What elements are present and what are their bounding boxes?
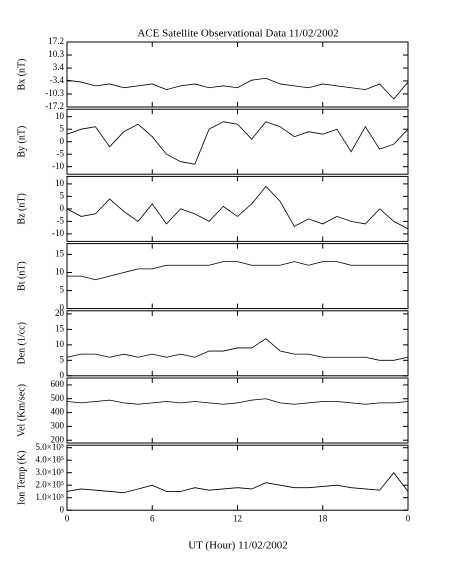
y-tick-label: 15 bbox=[55, 248, 65, 258]
y-tick-label: 10 bbox=[55, 178, 65, 188]
y-tick-label: 0 bbox=[60, 136, 65, 146]
y-tick-label: -10 bbox=[52, 228, 64, 238]
y-tick-label: 3.0×10⁵ bbox=[36, 467, 64, 477]
y-tick-label: 15 bbox=[55, 323, 65, 333]
data-line bbox=[67, 261, 408, 281]
y-tick-label: 10.3 bbox=[48, 49, 64, 59]
y-axis-label: Vel (Km/sec) bbox=[16, 384, 27, 437]
y-tick-label: -10 bbox=[52, 161, 64, 171]
y-tick-label: -17.2 bbox=[45, 101, 64, 111]
x-tick-label: 0 bbox=[406, 513, 411, 523]
x-axis-label: UT (Hour) 11/02/2002 bbox=[188, 540, 288, 552]
y-tick-label: -3.4 bbox=[50, 75, 65, 85]
panel-frame bbox=[66, 243, 409, 310]
y-tick-label: 300 bbox=[51, 420, 65, 430]
y-tick-label: 5 bbox=[60, 123, 65, 133]
data-line bbox=[66, 472, 409, 494]
y-tick-label: 0 bbox=[60, 203, 65, 213]
y-tick-label: 500 bbox=[51, 393, 65, 403]
y-tick-label: 10 bbox=[55, 267, 65, 277]
x-tick-label: 18 bbox=[318, 513, 328, 523]
data-line bbox=[66, 77, 409, 100]
y-tick-label: 400 bbox=[51, 407, 65, 417]
y-tick-label: 600 bbox=[51, 379, 65, 389]
y-axis-label: By (nT) bbox=[16, 126, 27, 158]
y-tick-label: 200 bbox=[51, 434, 65, 444]
panel-frame bbox=[66, 377, 409, 444]
chart-title: ACE Satellite Observational Data 11/02/2… bbox=[137, 28, 338, 40]
y-tick-label: 5 bbox=[60, 190, 65, 200]
panel-frame bbox=[66, 444, 409, 511]
y-tick-label: 0 bbox=[60, 303, 65, 313]
y-axis-label: Bt (nT) bbox=[16, 261, 27, 291]
panel-frame bbox=[66, 175, 409, 242]
y-tick-label: 5 bbox=[60, 354, 65, 364]
y-axis-label: Bx (nT) bbox=[16, 59, 27, 91]
y-tick-label: 1.0×10⁵ bbox=[36, 492, 64, 502]
data-line bbox=[66, 121, 409, 165]
y-tick-label: 2.0×10⁵ bbox=[36, 479, 64, 489]
y-axis-label: Ion Temp (K) bbox=[16, 450, 27, 505]
y-tick-label: 5.0×10⁵ bbox=[36, 442, 64, 452]
y-tick-label: -5 bbox=[57, 148, 65, 158]
x-tick-label: 0 bbox=[65, 513, 70, 523]
y-axis-label: Bz (nT) bbox=[16, 193, 27, 224]
y-tick-label: 4.0×10⁵ bbox=[36, 454, 64, 464]
y-axis-label: Den (1/cc) bbox=[16, 322, 27, 364]
data-line bbox=[66, 338, 409, 361]
data-line bbox=[66, 185, 409, 230]
y-tick-label: 3.4 bbox=[53, 62, 65, 72]
x-tick-label: 12 bbox=[233, 513, 242, 523]
y-tick-label: 17.2 bbox=[48, 36, 64, 46]
y-tick-label: 10 bbox=[55, 339, 65, 349]
x-tick-label: 6 bbox=[150, 513, 155, 523]
y-tick-label: 0 bbox=[60, 504, 65, 514]
panel-frame bbox=[66, 310, 409, 377]
y-tick-label: 5 bbox=[60, 285, 65, 295]
y-tick-label: 20 bbox=[55, 308, 65, 318]
panel-frame bbox=[66, 41, 409, 108]
y-tick-label: 0 bbox=[60, 370, 65, 380]
y-tick-label: -5 bbox=[57, 215, 65, 225]
data-line bbox=[66, 398, 409, 405]
y-tick-label: 10 bbox=[55, 111, 65, 121]
y-tick-label: -10.3 bbox=[45, 88, 64, 98]
